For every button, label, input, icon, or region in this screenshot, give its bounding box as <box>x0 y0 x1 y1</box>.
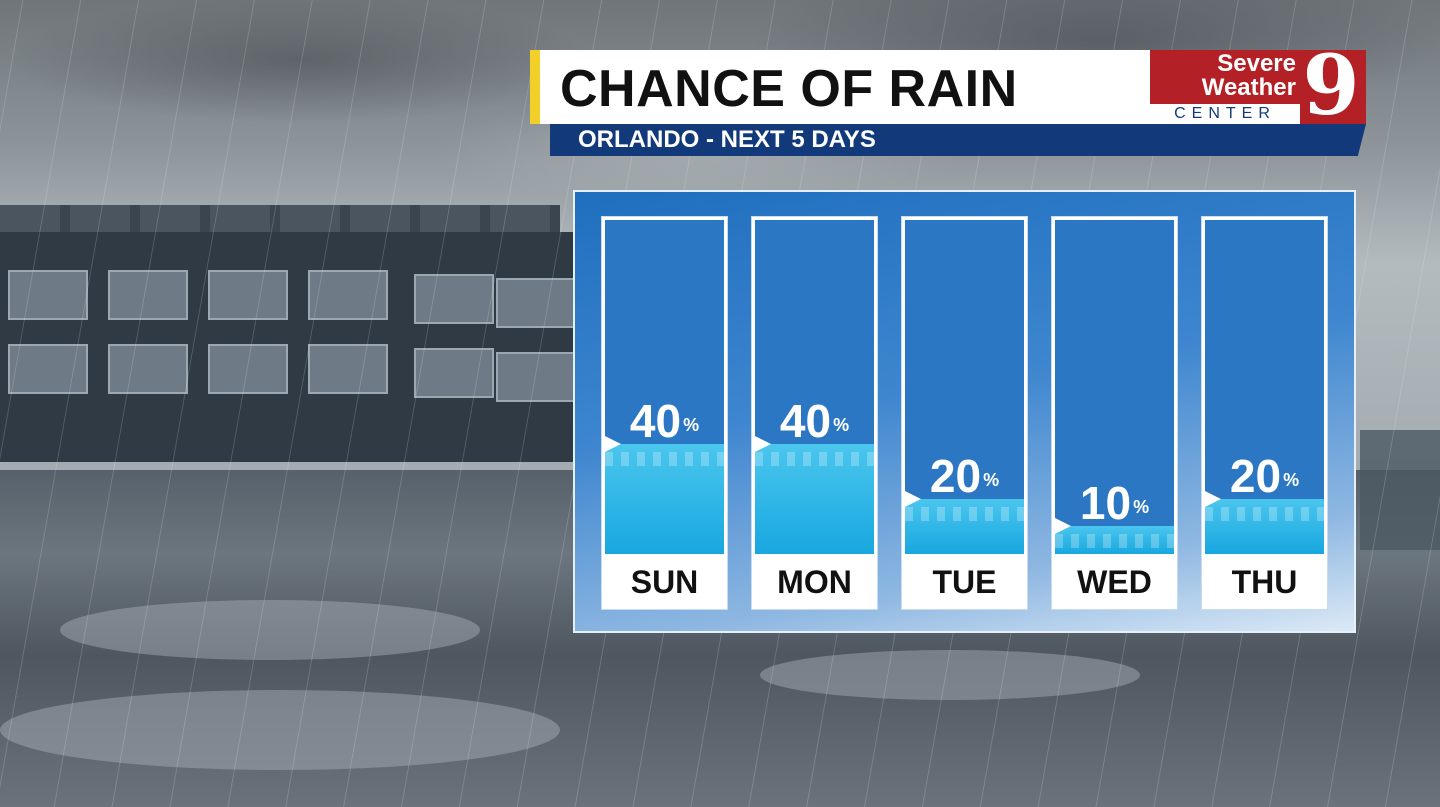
day-column-mon: 40% MON <box>751 216 878 610</box>
building-window <box>8 344 88 394</box>
percent-sign: % <box>683 415 700 435</box>
building-window <box>108 344 188 394</box>
building-window <box>308 344 388 394</box>
rain-fill-bar <box>905 489 1024 554</box>
day-column-wed: 10% WED <box>1051 216 1178 610</box>
percent-sign: % <box>833 415 850 435</box>
puddle <box>0 690 560 770</box>
rain-fill-bar <box>1055 516 1174 554</box>
day-label: SUN <box>630 564 699 600</box>
percent-value: 40 <box>629 395 682 447</box>
title-bar <box>530 50 1150 124</box>
level-pointer-icon <box>1205 491 1221 507</box>
building-window <box>414 348 494 398</box>
level-pointer-icon <box>1055 518 1071 534</box>
building <box>0 232 580 462</box>
day-column-sun: 40% SUN <box>601 216 728 610</box>
logo-number: 9 <box>1302 38 1360 134</box>
percent-label: 40% <box>755 396 874 446</box>
water-ripple <box>905 507 1024 521</box>
percent-label: 10% <box>1055 478 1174 528</box>
logo-line-severe: Severe <box>1217 50 1296 77</box>
building-roof <box>0 205 560 235</box>
puddle <box>760 650 1140 700</box>
bar-area: 40% <box>605 220 724 554</box>
rain-fill-bar <box>605 434 724 554</box>
percent-sign: % <box>983 470 1000 490</box>
building-window <box>208 270 288 320</box>
title-accent <box>530 50 540 124</box>
bar-area: 20% <box>905 220 1024 554</box>
rain-fill-bar <box>755 434 874 554</box>
percent-label: 20% <box>1205 451 1324 501</box>
percent-value: 40 <box>779 395 832 447</box>
percent-label: 40% <box>605 396 724 446</box>
page-subtitle: ORLANDO - NEXT 5 DAYS <box>578 126 876 153</box>
logo-line-center: CENTER <box>1174 105 1276 122</box>
subtitle-bar <box>550 124 1366 156</box>
bar-area: 40% <box>755 220 874 554</box>
rain-fill-bar <box>1205 489 1324 554</box>
bar-area: 10% <box>1055 220 1174 554</box>
page-title: CHANCE OF RAIN <box>560 60 1018 118</box>
percent-sign: % <box>1133 497 1150 517</box>
building-window <box>208 344 288 394</box>
day-label: MON <box>777 564 852 600</box>
station-logo: Severe Weather CENTER <box>1150 50 1366 124</box>
water-ripple <box>1205 507 1324 521</box>
water-ripple <box>605 452 724 466</box>
level-pointer-icon <box>605 436 621 452</box>
percent-value: 20 <box>1229 450 1282 502</box>
level-pointer-icon <box>755 436 771 452</box>
water-ripple <box>755 452 874 466</box>
level-pointer-icon <box>905 491 921 507</box>
building-window <box>496 278 576 328</box>
puddle <box>60 600 480 660</box>
percent-value: 10 <box>1079 477 1132 529</box>
bar-area: 20% <box>1205 220 1324 554</box>
day-label: WED <box>1077 564 1152 600</box>
logo-center-strip: CENTER <box>1150 104 1300 124</box>
water-ripple <box>1055 534 1174 548</box>
building-window <box>308 270 388 320</box>
day-label: THU <box>1231 564 1298 600</box>
percent-value: 20 <box>929 450 982 502</box>
day-column-tue: 20% TUE <box>901 216 1028 610</box>
railing <box>1360 430 1440 550</box>
day-column-thu: 20% THU <box>1201 216 1328 610</box>
percent-label: 20% <box>905 451 1024 501</box>
day-label: TUE <box>932 564 997 600</box>
building-window <box>414 274 494 324</box>
building-window <box>8 270 88 320</box>
logo-line-weather: Weather <box>1201 74 1296 101</box>
building-window <box>108 270 188 320</box>
percent-sign: % <box>1283 470 1300 490</box>
